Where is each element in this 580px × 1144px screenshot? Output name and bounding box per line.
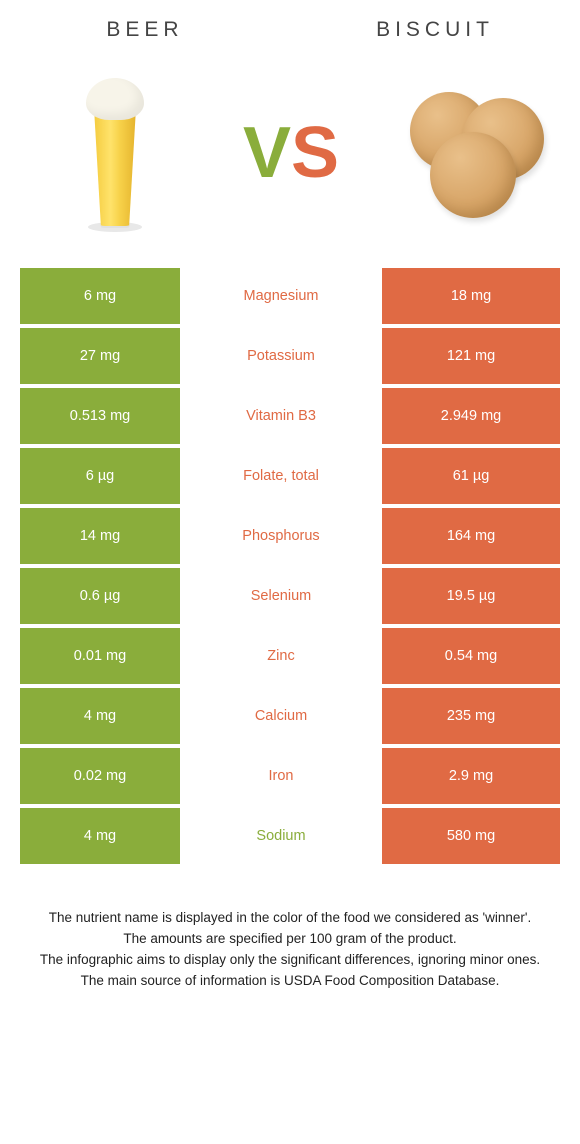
left-value: 4 mg: [20, 808, 180, 864]
vs-s: S: [291, 112, 337, 194]
footnote-line: The main source of information is USDA F…: [30, 971, 550, 992]
nutrient-name: Phosphorus: [180, 508, 382, 564]
table-row: 14 mgPhosphorus164 mg: [20, 508, 560, 564]
right-value: 2.949 mg: [382, 388, 560, 444]
nutrient-name: Calcium: [180, 688, 382, 744]
right-value: 164 mg: [382, 508, 560, 564]
header: BEER BISCUIT: [0, 0, 580, 48]
left-value: 27 mg: [20, 328, 180, 384]
left-value: 0.513 mg: [20, 388, 180, 444]
table-row: 0.6 µgSelenium19.5 µg: [20, 568, 560, 624]
nutrient-name: Iron: [180, 748, 382, 804]
right-value: 61 µg: [382, 448, 560, 504]
table-row: 4 mgSodium580 mg: [20, 808, 560, 864]
vs-label: V S: [243, 112, 337, 194]
left-value: 6 µg: [20, 448, 180, 504]
right-value: 19.5 µg: [382, 568, 560, 624]
right-value: 235 mg: [382, 688, 560, 744]
footnote-line: The infographic aims to display only the…: [30, 950, 550, 971]
left-value: 0.01 mg: [20, 628, 180, 684]
right-value: 580 mg: [382, 808, 560, 864]
nutrient-name: Vitamin B3: [180, 388, 382, 444]
table-row: 0.02 mgIron2.9 mg: [20, 748, 560, 804]
right-value: 121 mg: [382, 328, 560, 384]
left-value: 4 mg: [20, 688, 180, 744]
right-title: BISCUIT: [290, 18, 580, 42]
biscuit-image: [390, 68, 540, 238]
left-title: BEER: [0, 18, 290, 42]
right-value: 18 mg: [382, 268, 560, 324]
nutrient-name: Selenium: [180, 568, 382, 624]
vs-v: V: [243, 112, 289, 194]
table-row: 0.513 mgVitamin B32.949 mg: [20, 388, 560, 444]
table-row: 4 mgCalcium235 mg: [20, 688, 560, 744]
beer-image: [40, 68, 190, 238]
footnote-line: The amounts are specified per 100 gram o…: [30, 929, 550, 950]
right-value: 2.9 mg: [382, 748, 560, 804]
table-row: 0.01 mgZinc0.54 mg: [20, 628, 560, 684]
table-row: 6 mgMagnesium18 mg: [20, 268, 560, 324]
image-row: V S: [0, 48, 580, 268]
left-value: 0.6 µg: [20, 568, 180, 624]
left-value: 14 mg: [20, 508, 180, 564]
left-value: 6 mg: [20, 268, 180, 324]
table-row: 27 mgPotassium121 mg: [20, 328, 560, 384]
left-value: 0.02 mg: [20, 748, 180, 804]
nutrient-name: Folate, total: [180, 448, 382, 504]
footnote-line: The nutrient name is displayed in the co…: [30, 908, 550, 929]
infographic: BEER BISCUIT V S 6 mgMagnesium18 mg27 mg…: [0, 0, 580, 992]
nutrient-name: Zinc: [180, 628, 382, 684]
nutrient-name: Potassium: [180, 328, 382, 384]
table-row: 6 µgFolate, total61 µg: [20, 448, 560, 504]
comparison-table: 6 mgMagnesium18 mg27 mgPotassium121 mg0.…: [20, 268, 560, 864]
right-value: 0.54 mg: [382, 628, 560, 684]
footnotes: The nutrient name is displayed in the co…: [0, 868, 580, 992]
nutrient-name: Magnesium: [180, 268, 382, 324]
nutrient-name: Sodium: [180, 808, 382, 864]
